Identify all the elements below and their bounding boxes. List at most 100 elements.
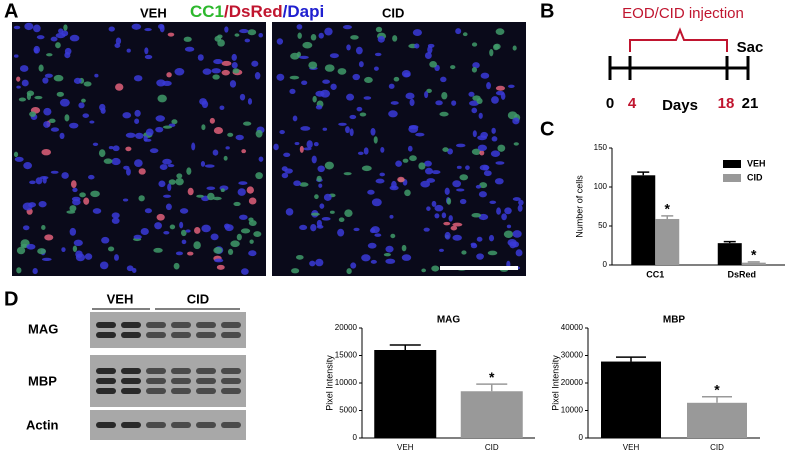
cell xyxy=(43,121,51,128)
cell xyxy=(59,132,65,140)
cell xyxy=(227,248,234,256)
cell xyxy=(94,73,99,78)
cell xyxy=(442,147,449,152)
cell xyxy=(42,77,49,84)
cell xyxy=(22,225,30,231)
cell xyxy=(253,231,262,237)
cell xyxy=(258,156,264,162)
y-tick-label: 0 xyxy=(353,433,358,442)
group-label: CID xyxy=(187,291,209,306)
cell xyxy=(175,251,183,256)
bar xyxy=(374,350,437,438)
cell xyxy=(392,35,398,42)
cell xyxy=(517,204,523,212)
cell xyxy=(299,55,309,59)
cell xyxy=(159,164,168,171)
cell xyxy=(212,196,222,201)
cell xyxy=(302,41,313,49)
cell xyxy=(50,127,60,132)
panel-label: B xyxy=(540,0,554,22)
error-bar xyxy=(747,261,760,263)
cell xyxy=(330,83,337,90)
cell xyxy=(367,189,375,195)
cell xyxy=(338,217,345,222)
cell xyxy=(379,172,385,177)
cell xyxy=(357,151,364,155)
cell xyxy=(461,250,467,255)
band xyxy=(96,388,116,394)
cell xyxy=(444,187,450,195)
cell xyxy=(311,155,317,164)
cell xyxy=(468,91,475,97)
cell xyxy=(34,95,43,100)
cell xyxy=(512,197,521,201)
cell xyxy=(22,202,33,211)
band xyxy=(121,332,141,338)
cell xyxy=(371,198,382,207)
legend-swatch xyxy=(723,160,741,168)
x-tick-label: VEH xyxy=(623,443,640,452)
cell xyxy=(486,82,491,90)
cell xyxy=(500,92,506,100)
band xyxy=(171,368,191,374)
cell xyxy=(318,183,323,188)
cell xyxy=(448,215,453,222)
cell xyxy=(89,120,95,124)
cell xyxy=(247,29,257,36)
cell xyxy=(356,106,363,112)
cell xyxy=(33,24,41,33)
cell xyxy=(56,91,64,97)
cell xyxy=(421,268,426,273)
cell xyxy=(472,62,480,69)
cell xyxy=(424,52,432,59)
cell xyxy=(75,250,83,258)
cell xyxy=(59,98,70,107)
cell xyxy=(103,158,113,164)
cell xyxy=(174,68,185,76)
cell xyxy=(375,26,383,33)
cell xyxy=(173,262,180,270)
band xyxy=(171,332,191,338)
cell xyxy=(438,248,444,252)
cell xyxy=(501,213,507,221)
y-axis-label: Pixel Intensity xyxy=(550,355,560,411)
cell xyxy=(41,257,52,262)
cell xyxy=(36,35,45,40)
cell xyxy=(55,42,61,49)
cell xyxy=(297,32,302,39)
y-tick-label: 40000 xyxy=(561,323,584,332)
cell xyxy=(452,222,463,227)
band xyxy=(221,378,241,384)
cell xyxy=(197,54,204,61)
band xyxy=(196,422,216,428)
cell xyxy=(281,166,288,172)
band xyxy=(121,368,141,374)
cell xyxy=(414,43,420,49)
cell xyxy=(171,119,178,125)
cell xyxy=(293,180,301,187)
cell xyxy=(19,65,29,72)
cell xyxy=(349,114,357,120)
cell xyxy=(471,67,478,73)
cell xyxy=(70,180,77,188)
cell xyxy=(459,198,467,205)
cell xyxy=(409,155,417,162)
cell xyxy=(179,208,189,214)
x-tick-label: CID xyxy=(710,443,724,452)
cell xyxy=(111,212,120,219)
cell xyxy=(187,187,194,196)
cell xyxy=(61,247,66,253)
cell xyxy=(478,112,483,119)
cell xyxy=(469,100,479,106)
cell xyxy=(239,93,246,101)
cell xyxy=(39,176,49,180)
band xyxy=(121,378,141,384)
cell xyxy=(220,188,225,193)
cell xyxy=(471,107,478,114)
cell xyxy=(167,164,175,168)
cell xyxy=(216,264,225,270)
cell xyxy=(471,148,482,155)
cell xyxy=(310,34,317,41)
cell xyxy=(143,138,152,142)
band xyxy=(96,368,116,374)
